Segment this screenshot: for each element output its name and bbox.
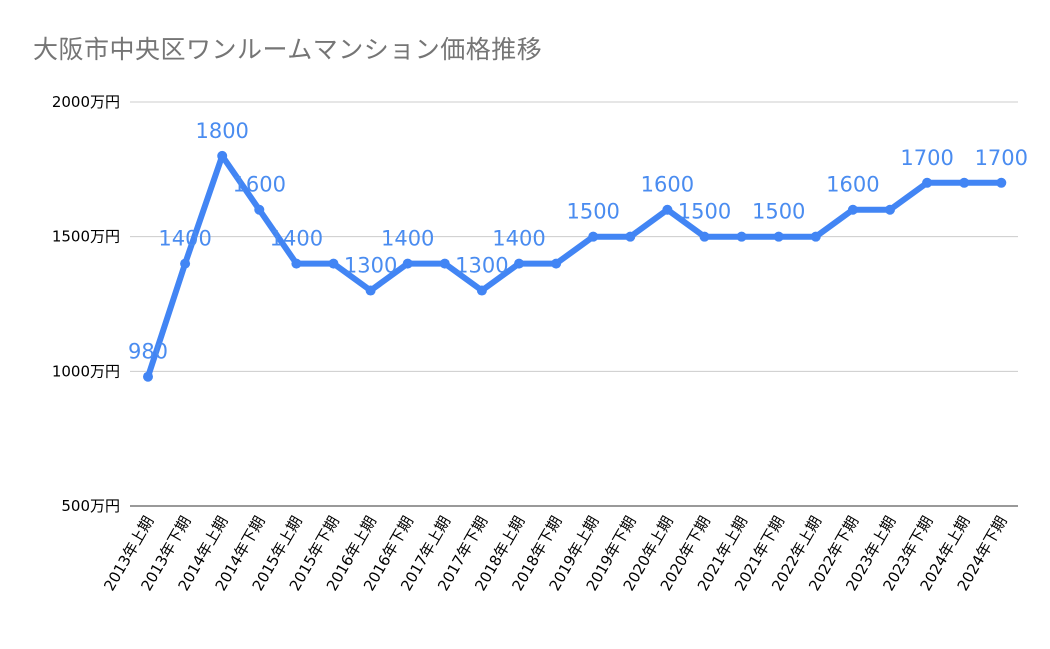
data-label: 1700: [900, 146, 953, 170]
data-point: [514, 258, 524, 269]
data-point: [662, 204, 673, 215]
data-point: [217, 150, 228, 161]
data-label: 1700: [975, 146, 1028, 170]
data-points: [143, 150, 1007, 382]
data-point: [254, 204, 265, 215]
data-label: 1400: [158, 227, 211, 251]
y-tick-label: 500万円: [61, 497, 120, 515]
y-axis-ticks: 500万円 1000万円 1500万円 2000万円: [52, 93, 120, 515]
data-point: [439, 258, 450, 269]
data-point: [959, 177, 970, 188]
data-point: [291, 258, 302, 269]
data-label: 1800: [195, 119, 248, 143]
data-label: 1600: [826, 173, 879, 197]
data-point: [773, 231, 784, 242]
data-label: 1400: [492, 227, 545, 251]
data-point: [625, 231, 636, 242]
x-axis-ticks: 2013年上期2013年下期2014年上期2014年下期2015年上期2015年…: [100, 513, 1010, 594]
data-label: 980: [128, 340, 168, 364]
data-label: 1600: [641, 173, 694, 197]
series-polyline: [145, 152, 1005, 380]
data-point: [996, 177, 1007, 188]
data-point: [588, 231, 599, 242]
data-label: 1300: [455, 254, 508, 278]
data-label: 1400: [381, 227, 434, 251]
data-point: [143, 371, 153, 382]
data-point: [699, 231, 710, 242]
gridlines: [130, 101, 1018, 507]
data-point: [402, 258, 413, 269]
data-point: [476, 285, 487, 296]
series-line: [145, 152, 1005, 380]
data-label: 1500: [752, 200, 805, 224]
chart-title: 大阪市中央区ワンルームマンション価格推移: [33, 35, 543, 64]
data-point: [551, 258, 562, 269]
data-label: 1500: [678, 200, 731, 224]
data-label: 1600: [233, 173, 286, 197]
data-point: [736, 231, 747, 242]
data-point: [180, 258, 191, 269]
data-point: [810, 231, 821, 242]
data-point: [328, 258, 339, 269]
data-point: [847, 204, 858, 215]
data-label: 1300: [344, 254, 397, 278]
data-point: [922, 177, 933, 188]
data-label: 1500: [566, 200, 619, 224]
data-labels: 980 1400 1800 1600 1400 1300 1400 1300 1400 1500 1…: [128, 119, 1028, 364]
data-point: [885, 204, 895, 215]
y-tick-label: 2000万円: [52, 93, 120, 111]
y-tick-label: 1000万円: [52, 362, 120, 380]
data-label: 1400: [270, 227, 323, 251]
y-tick-label: 1500万円: [52, 228, 120, 246]
data-point: [365, 285, 376, 296]
